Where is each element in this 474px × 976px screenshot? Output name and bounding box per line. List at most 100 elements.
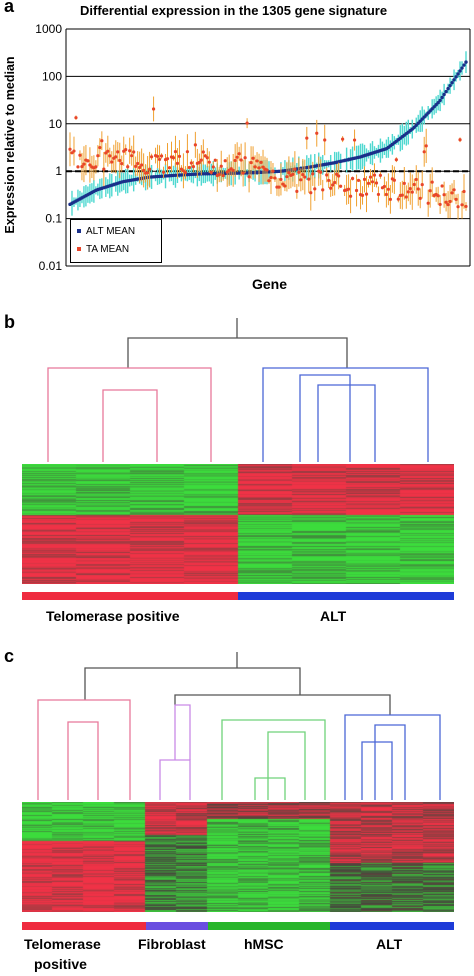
ta-point xyxy=(406,190,410,194)
label-hmsc-c: hMSC xyxy=(244,936,284,952)
ta-point xyxy=(82,162,86,166)
ta-point xyxy=(251,156,255,160)
ta-point xyxy=(128,149,132,153)
ta-point xyxy=(86,159,90,163)
ta-point xyxy=(404,195,408,199)
ta-point xyxy=(219,164,223,168)
ta-point xyxy=(140,163,144,167)
alt-point xyxy=(448,83,452,88)
ta-point xyxy=(291,172,295,176)
ta-point xyxy=(175,161,180,165)
ta-point xyxy=(446,203,450,207)
heatmap-c xyxy=(22,802,454,912)
ta-point xyxy=(422,150,426,154)
alt-point xyxy=(438,98,442,103)
ta-point xyxy=(321,188,325,192)
ta-point xyxy=(235,155,239,159)
ta-point xyxy=(388,197,392,201)
ta-point xyxy=(396,197,400,201)
ta-point xyxy=(323,138,327,142)
ta-point xyxy=(207,160,211,164)
alt-point xyxy=(436,100,440,105)
ta-point xyxy=(271,169,275,173)
ta-point xyxy=(261,165,265,169)
ta-point xyxy=(378,173,383,177)
ta-point xyxy=(414,177,418,182)
ta-point xyxy=(136,161,140,166)
ta-point xyxy=(211,165,215,169)
ta-point xyxy=(126,165,130,169)
ta-point xyxy=(259,160,263,164)
ta-point xyxy=(408,186,412,191)
ta-point xyxy=(255,159,259,163)
chart-legend: ALT MEAN TA MEAN xyxy=(70,219,162,263)
ta-point xyxy=(269,175,273,180)
ta-point xyxy=(249,160,253,165)
ta-point xyxy=(384,192,389,197)
ta-point xyxy=(412,182,416,187)
y-tick-label: 0.1 xyxy=(45,212,62,226)
ta-point xyxy=(354,188,359,193)
ta-point xyxy=(392,178,396,182)
ta-point xyxy=(458,138,462,142)
ta-point xyxy=(223,159,227,163)
ta-point xyxy=(360,193,365,198)
dendro-blue-link xyxy=(374,724,406,800)
ta-point xyxy=(134,164,138,168)
ta-point xyxy=(452,188,456,192)
ta-point xyxy=(257,166,261,170)
alt-point xyxy=(450,81,454,85)
ta-point xyxy=(185,150,190,154)
alt-point xyxy=(440,95,444,100)
group-bar-fibroblast-c xyxy=(146,922,208,930)
ta-point xyxy=(171,156,176,160)
ta-point xyxy=(305,136,309,140)
ta-point xyxy=(78,153,82,157)
alt-point xyxy=(462,63,466,67)
panel-c-letter: c xyxy=(4,646,15,666)
ta-point xyxy=(299,178,303,182)
dendro-blue-link xyxy=(361,741,393,800)
ta-point xyxy=(80,164,84,169)
ta-point xyxy=(440,184,444,188)
ta-point xyxy=(356,178,361,183)
ta-point xyxy=(76,165,80,169)
legend-label-ta-mean: TA MEAN xyxy=(86,244,130,255)
alt-point xyxy=(452,78,456,82)
ta-point xyxy=(247,175,251,179)
ta-point xyxy=(283,184,287,188)
alt-point xyxy=(442,92,446,97)
dendro-top-link xyxy=(127,337,348,368)
ta-point xyxy=(279,177,283,182)
label-telomerase-c-line1: Telomerase xyxy=(24,936,101,952)
ta-point xyxy=(165,157,170,161)
ta-point xyxy=(205,156,209,160)
ta-point xyxy=(138,165,142,170)
ta-point xyxy=(307,177,311,181)
ta-point xyxy=(337,174,341,178)
ta-point xyxy=(287,171,291,175)
dendro-pink-link xyxy=(67,721,99,800)
ta-point xyxy=(329,186,333,190)
ta-point xyxy=(450,191,454,195)
y-tick-label: 100 xyxy=(42,69,62,83)
ta-point xyxy=(372,173,377,177)
ta-point xyxy=(348,194,353,198)
dendro-blue-link xyxy=(299,374,351,462)
ta-point xyxy=(189,161,193,165)
y-tick-label: 1 xyxy=(55,164,62,178)
ta-point xyxy=(72,149,76,153)
ta-point xyxy=(213,158,217,162)
ta-point xyxy=(341,137,345,141)
legend-marker-alt xyxy=(77,229,81,234)
scatter-chart: 1000 100 10 1 0.1 0.01 xyxy=(35,22,471,273)
ta-point xyxy=(221,173,225,178)
ta-point xyxy=(88,163,92,167)
dendro-blue-link xyxy=(262,367,429,462)
ta-point xyxy=(462,189,466,194)
panel-a-letter: a xyxy=(4,0,15,16)
ta-point xyxy=(199,158,203,162)
dendro-violet-link xyxy=(159,759,191,800)
ta-point xyxy=(362,177,367,182)
